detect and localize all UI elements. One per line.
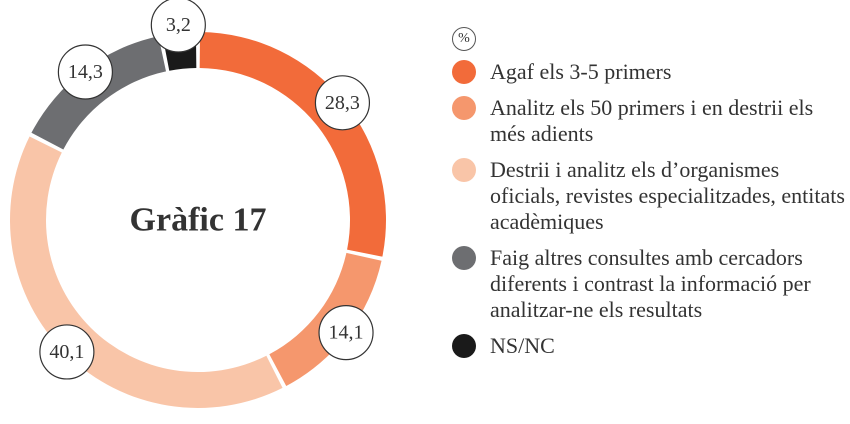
donut: 28,3 14,1 40,1 14,3 3,2 Gràfic 17	[9, 0, 387, 409]
value-badge	[57, 44, 113, 100]
legend-item: Agaf els 3-5 primers	[452, 59, 847, 85]
legend-item: NS/NC	[452, 333, 847, 359]
legend: % Agaf els 3-5 primers Analitz els 50 pri…	[452, 22, 847, 369]
legend-item: Faig altres consultes amb cercadors dife…	[452, 245, 847, 323]
legend-label: Analitz els 50 primers i en destrii els …	[490, 95, 814, 146]
legend-label: Destrii i analitz els d’organismes ofici…	[490, 157, 845, 234]
legend-marker	[452, 246, 476, 270]
value-label: 14,3	[68, 61, 103, 83]
legend-item: Analitz els 50 primers i en destrii els …	[452, 95, 847, 147]
legend-marker	[452, 96, 476, 120]
value-label: 14,1	[329, 322, 364, 344]
legend-marker	[452, 334, 476, 358]
legend-item: Destrii i analitz els d’organismes ofici…	[452, 157, 847, 235]
value-badge	[318, 305, 374, 361]
chart-title: Gràfic 17	[130, 202, 267, 239]
legend-marker	[452, 158, 476, 182]
donut-segment	[199, 32, 387, 257]
value-badge	[314, 75, 371, 131]
value-label: 28,3	[325, 92, 360, 114]
legend-label: NS/NC	[490, 333, 555, 358]
value-badge	[150, 0, 206, 53]
legend-label: Faig altres consultes amb cercadors dife…	[490, 245, 811, 322]
value-badge	[39, 324, 95, 380]
value-label: 40,1	[49, 341, 84, 363]
legend-marker	[452, 60, 476, 84]
unit-label: %	[452, 27, 476, 51]
legend-label: Agaf els 3-5 primers	[490, 59, 672, 84]
value-label: 3,2	[166, 14, 191, 36]
